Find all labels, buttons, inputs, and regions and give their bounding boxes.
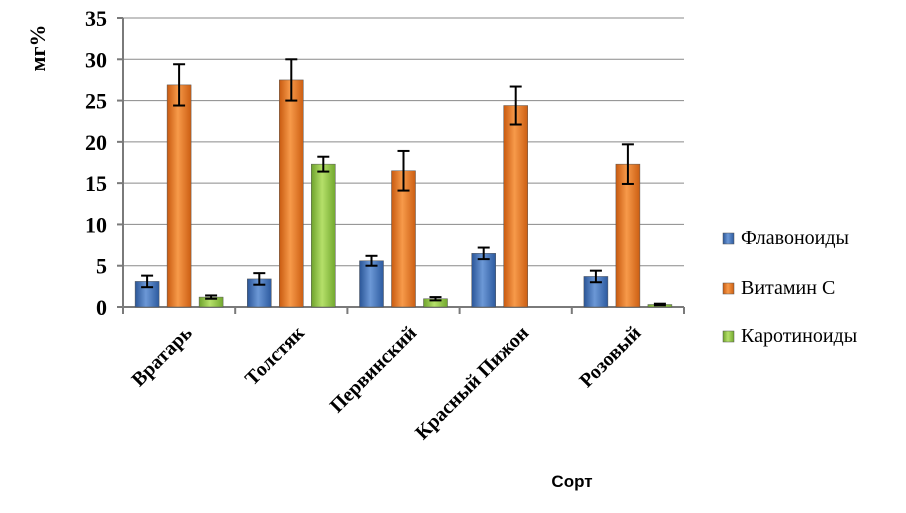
- x-axis-label: Сорт: [551, 472, 592, 491]
- legend-label: Каротиноиды: [741, 325, 857, 347]
- bar: [359, 260, 384, 308]
- y-axis-label: мг%: [25, 25, 50, 72]
- bars: [134, 79, 673, 308]
- legend-swatch: [722, 282, 735, 295]
- bar: [615, 163, 641, 308]
- x-tick-label: Вратарь: [128, 322, 197, 391]
- y-tick-label: 15: [85, 171, 107, 196]
- y-tick-label: 0: [96, 295, 107, 320]
- y-tick-label: 30: [85, 47, 107, 72]
- legend-swatch: [722, 232, 735, 245]
- bar: [166, 84, 192, 308]
- bar: [391, 170, 416, 308]
- legend-label: Витамин С: [741, 277, 835, 299]
- legend-swatch: [722, 330, 735, 343]
- x-tick-label: Первинский: [326, 322, 421, 417]
- error-bars: [141, 58, 666, 307]
- bar: [311, 163, 336, 308]
- y-tick-label: 25: [85, 89, 107, 114]
- bar: [503, 105, 528, 308]
- y-tick-labels: 0 5 10 15 20 25 30 35: [85, 6, 107, 320]
- x-tick-label: Розовый: [575, 322, 645, 392]
- y-tick-label: 5: [96, 254, 107, 279]
- legend: Флавоноиды Витамин С Каротиноиды: [722, 227, 857, 347]
- x-tick-label: Красный Пижон: [411, 322, 533, 444]
- bar: [471, 253, 496, 308]
- x-tick-label: Толстяк: [241, 322, 309, 390]
- y-tick-label: 35: [85, 6, 107, 31]
- legend-label: Флавоноиды: [741, 227, 849, 249]
- y-tick-label: 20: [85, 130, 107, 155]
- bar: [279, 79, 304, 308]
- y-tick-label: 10: [85, 212, 107, 237]
